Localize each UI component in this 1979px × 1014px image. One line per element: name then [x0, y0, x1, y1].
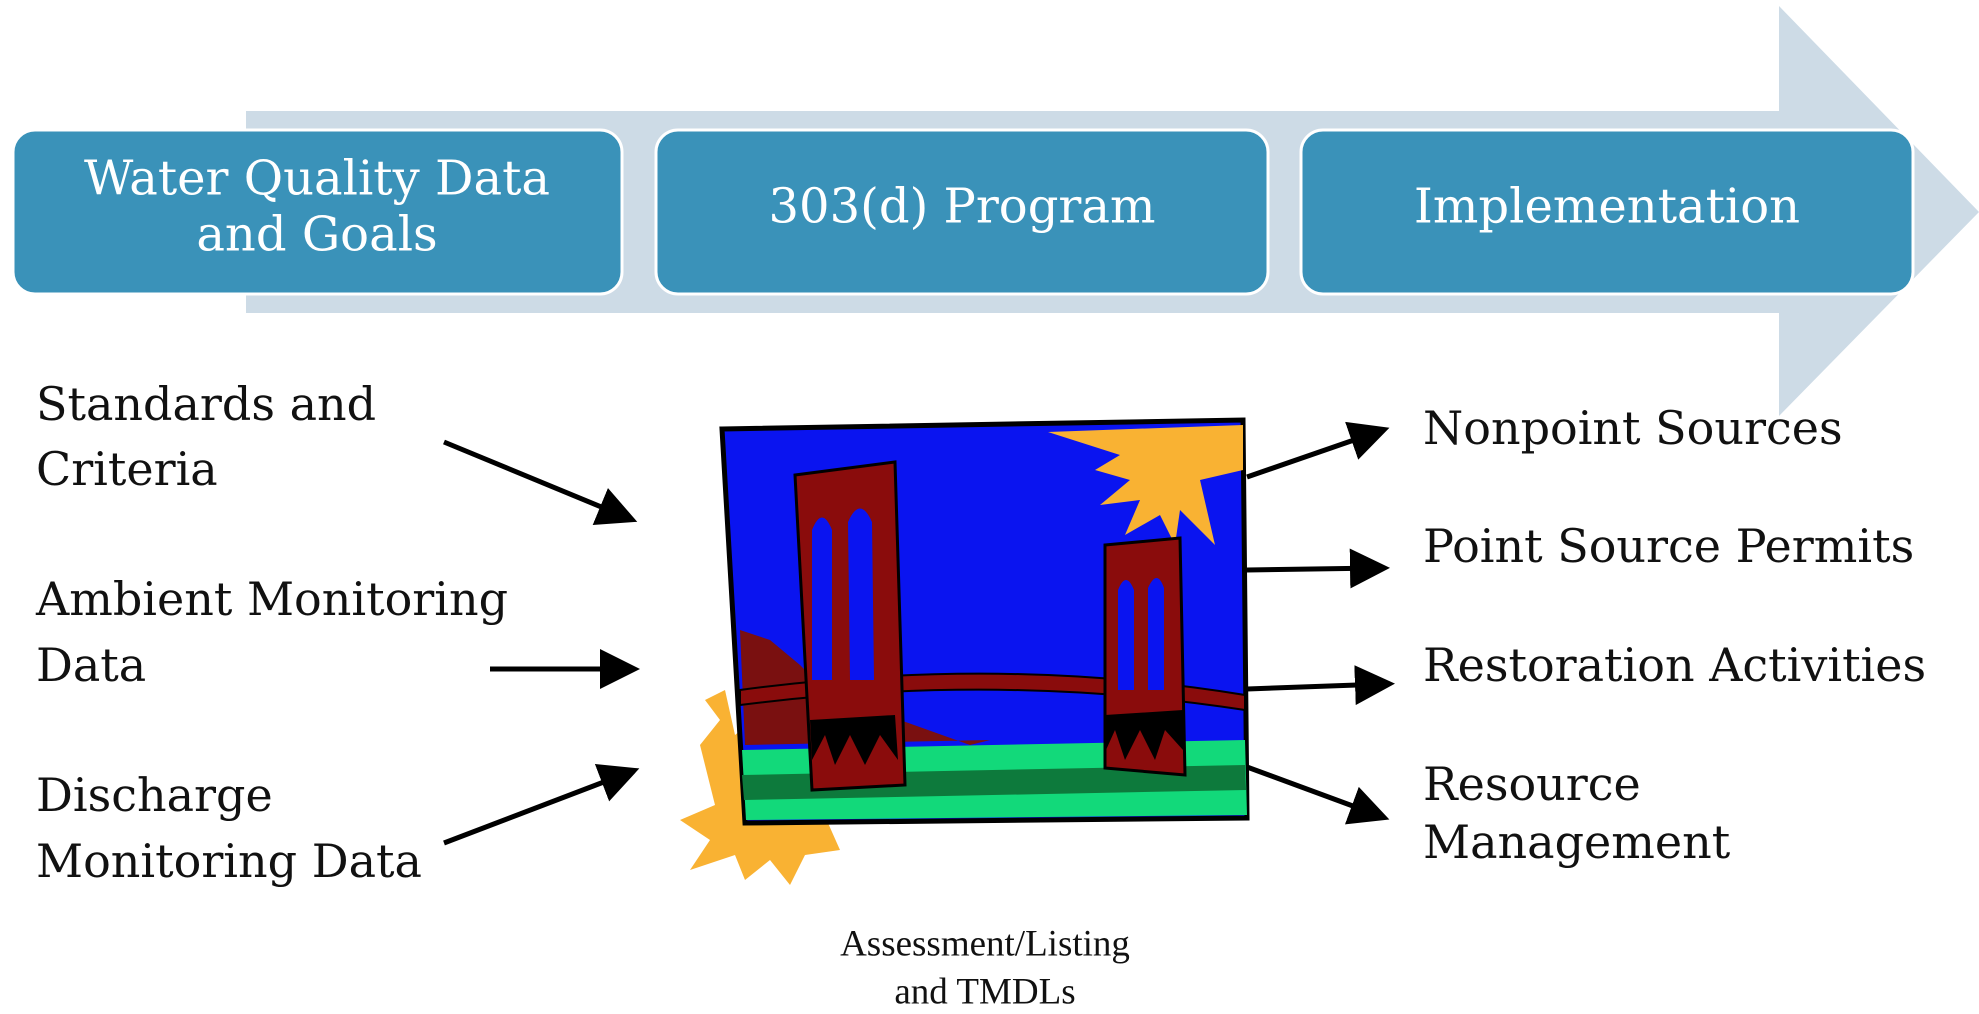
output-label: Resource: [1423, 757, 1641, 811]
input-label: Ambient Monitoring: [35, 572, 508, 626]
input-arrows: [444, 442, 630, 843]
output-label: Point Source Permits: [1423, 519, 1914, 573]
output-arrows: [1247, 431, 1385, 816]
input-label: Discharge: [36, 768, 273, 822]
arrow: [1247, 684, 1385, 689]
caption: Assessment/Listing: [840, 923, 1130, 964]
arrow: [444, 442, 628, 518]
diagram: Water Quality Data and Goals 303(d) Prog…: [0, 0, 1979, 1014]
arrow: [1247, 568, 1380, 570]
picture: [680, 420, 1247, 885]
output-label: Restoration Activities: [1423, 638, 1926, 692]
output-label: Management: [1423, 815, 1731, 869]
input-label: Monitoring Data: [36, 834, 422, 888]
arrow: [1247, 431, 1380, 477]
output-labels: Nonpoint Sources Point Source Permits Re…: [1423, 401, 1926, 869]
arrow: [1247, 767, 1380, 816]
stage-label: Implementation: [1414, 179, 1800, 235]
output-label: Nonpoint Sources: [1423, 401, 1843, 455]
stage-label: Water Quality Data: [84, 151, 550, 207]
stage-label: and Goals: [196, 207, 437, 263]
arrow: [444, 772, 630, 843]
caption: and TMDLs: [894, 971, 1075, 1012]
input-label: Data: [36, 638, 146, 692]
input-label: Criteria: [36, 442, 218, 496]
stage-boxes: Water Quality Data and Goals 303(d) Prog…: [13, 130, 1913, 294]
input-labels: Standards and Criteria Ambient Monitorin…: [35, 377, 508, 888]
stage-label: 303(d) Program: [769, 179, 1156, 235]
input-label: Standards and: [36, 377, 376, 431]
